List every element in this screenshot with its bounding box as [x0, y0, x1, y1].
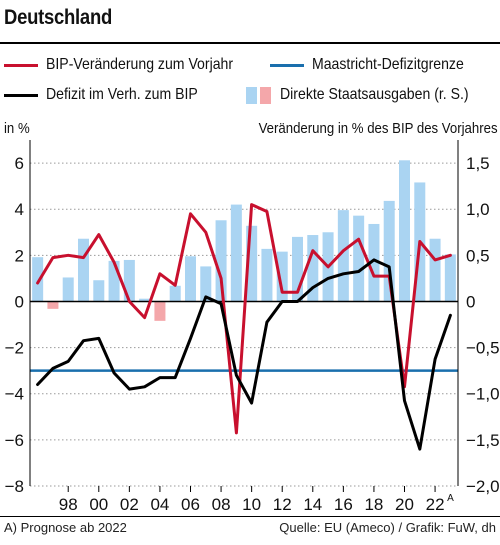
spending-bar — [368, 223, 380, 302]
chart-title: Deutschland — [4, 6, 113, 29]
spending-bar — [62, 277, 74, 302]
spending-bar — [398, 160, 411, 302]
right-tick-label: 1,0 — [466, 200, 490, 219]
x-tick-label: 12 — [273, 495, 292, 514]
spending-bar — [139, 298, 151, 302]
spending-bar — [276, 251, 288, 302]
spending-bar — [184, 256, 197, 302]
spending-bar — [246, 225, 258, 302]
spending-bar — [230, 204, 242, 302]
left-tick-label: 6 — [15, 154, 24, 173]
spending-bar — [261, 248, 273, 302]
gdp-line — [36, 203, 452, 435]
x-tick-label: 98 — [59, 495, 78, 514]
legend-label-maastricht: Maastricht-Defizitgrenze — [312, 56, 464, 73]
right-tick-label: −1,0 — [466, 385, 500, 404]
spending-bar — [77, 238, 90, 302]
spending-bar — [32, 257, 44, 302]
x-tick-label: 10 — [242, 495, 261, 514]
left-tick-label: −6 — [5, 431, 24, 450]
legend-item-spending: Direkte Staatsausgaben (r. S.) — [246, 84, 494, 106]
x-tick-superscript: A — [447, 493, 454, 504]
left-tick-label: −2 — [5, 339, 24, 358]
right-tick-label: 0 — [466, 292, 475, 311]
left-tick-label: −8 — [5, 477, 24, 496]
legend-swatch-deficit — [4, 93, 38, 97]
x-tick-label: 06 — [181, 495, 200, 514]
title-rule — [0, 42, 500, 44]
x-tick-label: 20 — [395, 495, 414, 514]
x-tick-label: 02 — [120, 495, 139, 514]
right-tick-label: −1,5 — [466, 431, 500, 450]
legend-label-gdp: BIP-Veränderung zum Vorjahr — [46, 56, 234, 73]
right-tick-label: 1,5 — [466, 154, 490, 173]
legend-swatch-gdp — [4, 63, 38, 67]
x-tick-label: 14 — [303, 495, 322, 514]
spending-bar — [291, 236, 304, 302]
right-tick-label: 0,5 — [466, 246, 490, 265]
spending-bar — [444, 254, 456, 302]
spending-bar — [353, 215, 365, 302]
legend-label-deficit: Defizit im Verh. zum BIP — [46, 86, 198, 103]
right-axis-title: Veränderung in % des BIP des Vorjahres — [259, 120, 498, 137]
spending-bar — [215, 220, 227, 302]
spending-bar — [154, 301, 166, 321]
spending-bar — [169, 285, 181, 302]
spending-bar — [429, 238, 441, 302]
x-tick-label: 18 — [364, 495, 383, 514]
spending-bar — [383, 200, 395, 302]
footnote: A) Prognose ab 2022 — [4, 520, 127, 535]
spending-bar — [337, 210, 349, 302]
x-tick-label: 04 — [150, 495, 169, 514]
spending-bar — [47, 301, 59, 309]
left-tick-label: −4 — [5, 385, 24, 404]
legend-swatch-spending-negative — [260, 86, 271, 104]
legend-item-gdp: BIP-Veränderung zum Vorjahr — [4, 54, 259, 76]
legend-item-deficit: Defizit im Verh. zum BIP — [4, 84, 219, 106]
x-tick-label: 16 — [334, 495, 353, 514]
spending-bar — [200, 266, 212, 302]
deficit-line — [36, 258, 452, 451]
legend-swatch-spending-positive — [246, 86, 257, 104]
x-tick-label: 08 — [212, 495, 231, 514]
right-tick-label: −2,0 — [466, 477, 500, 496]
legend-item-maastricht: Maastricht-Defizitgrenze — [270, 54, 485, 76]
spending-bar — [108, 260, 120, 302]
left-tick-label: 0 — [15, 292, 24, 311]
spending-bar — [123, 259, 135, 302]
left-tick-label: 4 — [15, 200, 24, 219]
legend-swatch-spending — [246, 86, 274, 104]
right-tick-label: −0,5 — [466, 339, 500, 358]
left-tick-label: 2 — [15, 246, 24, 265]
legend-swatch-maastricht — [270, 63, 304, 67]
source-note: Quelle: EU (Ameco) / Grafik: FuW, dh — [279, 520, 496, 535]
x-tick-label: 22 — [426, 495, 445, 514]
legend-label-spending: Direkte Staatsausgaben (r. S.) — [280, 86, 469, 103]
left-axis-title: in % — [4, 120, 30, 137]
x-tick-label: 00 — [89, 495, 108, 514]
spending-bar — [93, 280, 105, 302]
footer-rule — [0, 516, 500, 517]
spending-bar — [307, 235, 319, 302]
